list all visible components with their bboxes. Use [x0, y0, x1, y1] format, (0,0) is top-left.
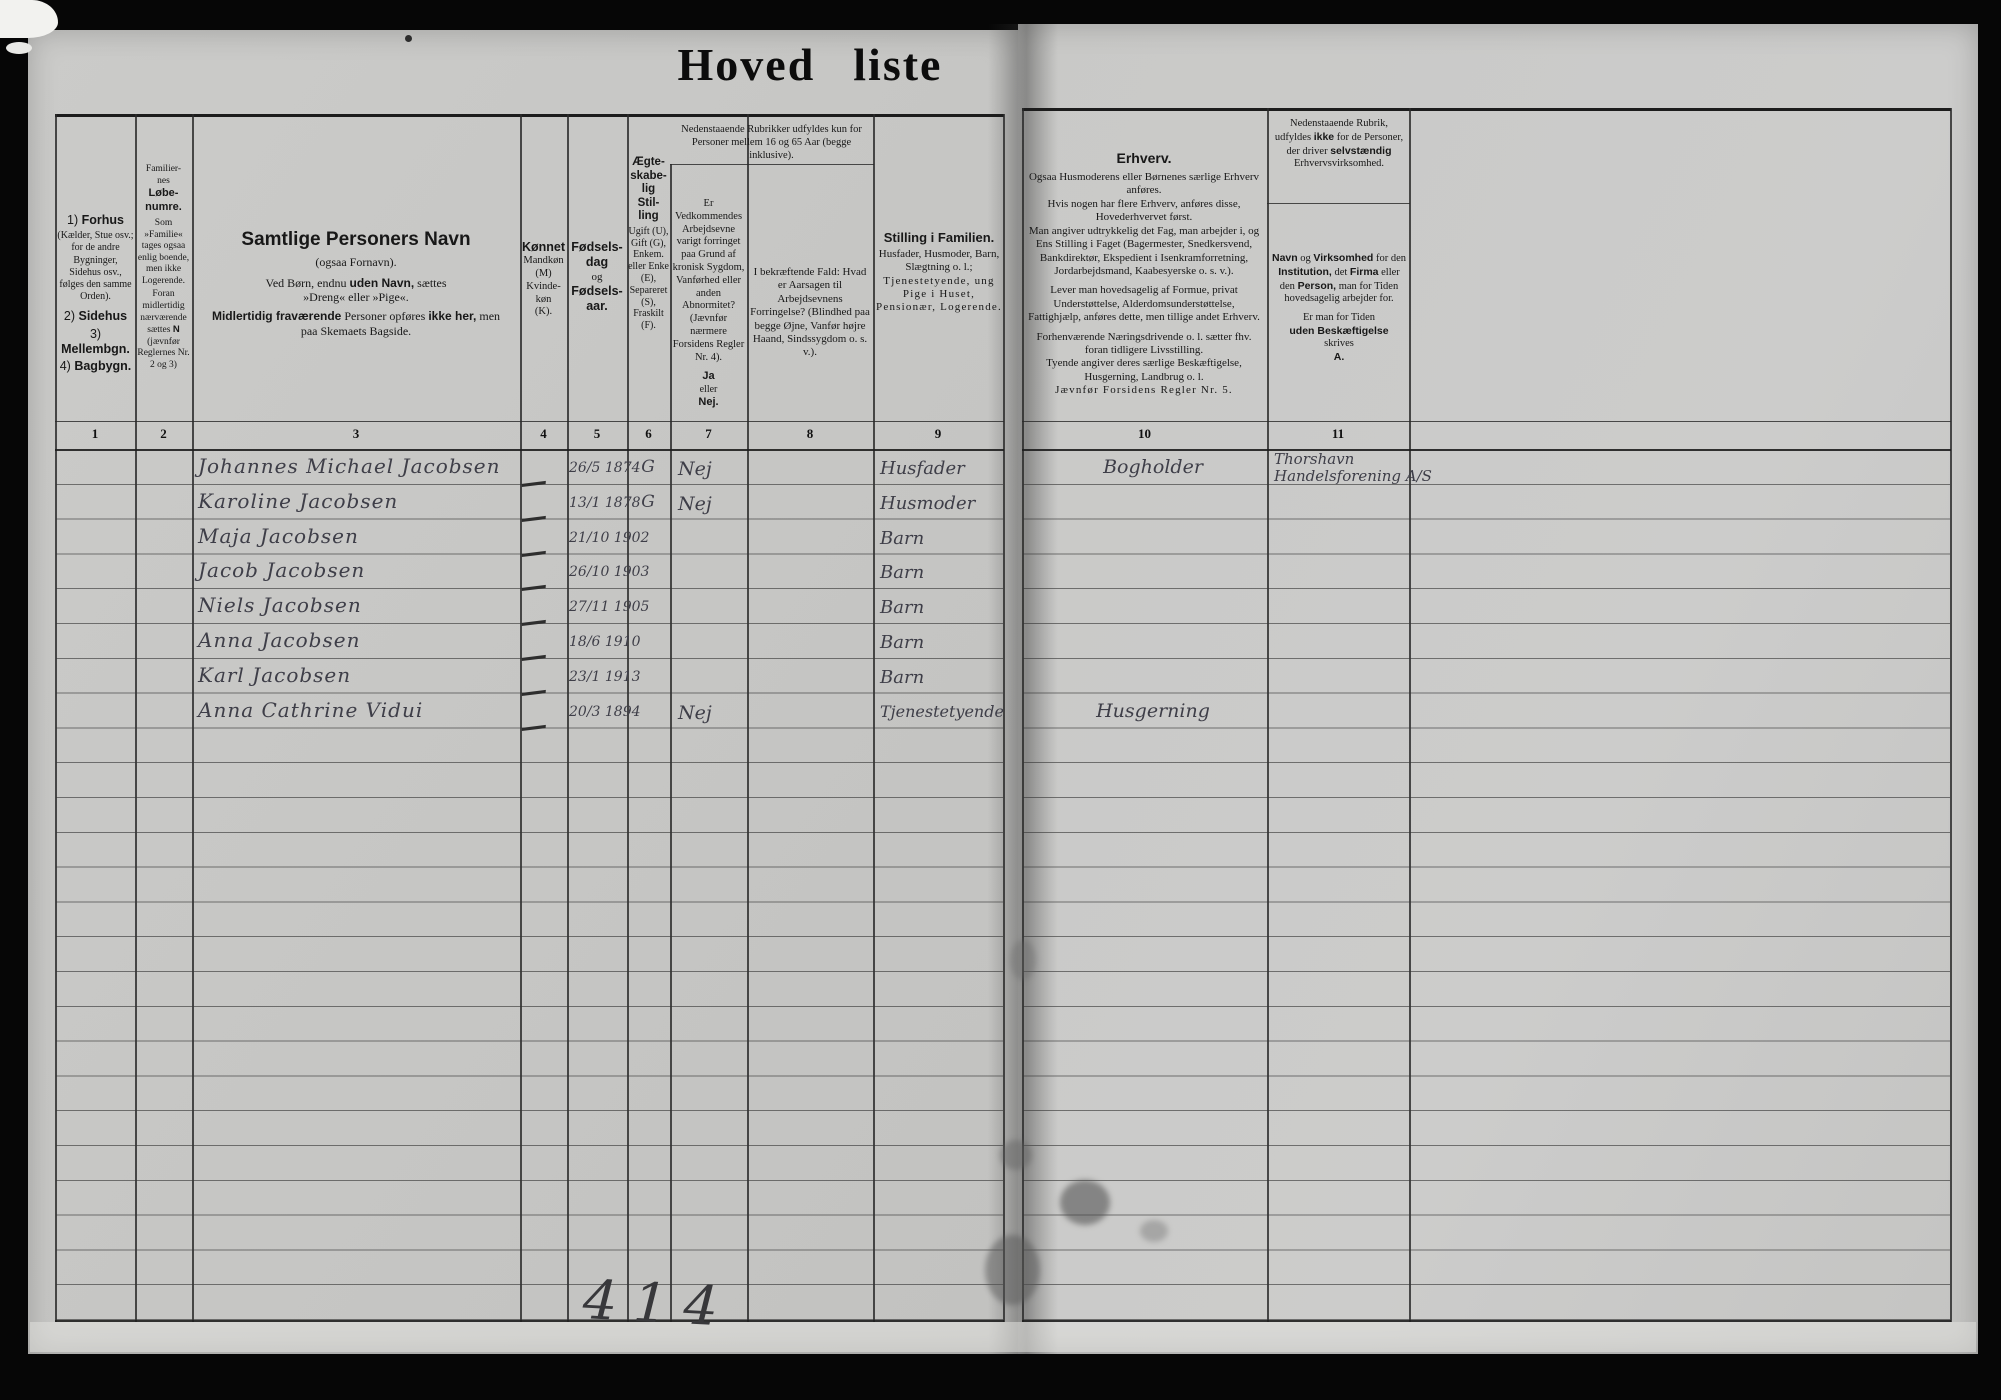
scan-speck — [405, 35, 412, 42]
cell-name: Anna Cathrine Vidui — [198, 698, 424, 722]
cell-family-position: Barn — [880, 528, 925, 549]
cell-family-position: Husmoder — [880, 493, 976, 514]
cell-birthdate: 20/3 1894 — [569, 704, 641, 720]
header-col2-family-number: Familier- nes Løbe- numre. Som »Familie«… — [137, 164, 190, 370]
cell-occupation: Bogholder — [1103, 456, 1203, 478]
cell-family-position: Barn — [880, 597, 925, 618]
header-col4-sex: Kønnet Mandkøn (M) Kvinde- køn (K). — [521, 240, 566, 318]
cell-name: Karoline Jacobsen — [198, 489, 399, 513]
column-number: 10 — [1138, 426, 1151, 441]
header-note-age-range: Nedenstaaende Rubrikker udfyldes kun for… — [681, 124, 862, 161]
cell-impaired: Nej — [678, 702, 712, 724]
pencil-page-number: 414 — [581, 1268, 736, 1339]
cell-name: Karl Jacobsen — [198, 663, 352, 687]
cell-birthdate: 13/1 1878 — [569, 495, 641, 511]
cell-name: Niels Jacobsen — [198, 593, 362, 617]
cell-family-position: Husfader — [880, 458, 965, 479]
cell-birthdate: 23/1 1913 — [569, 669, 641, 685]
column-number: 11 — [1331, 426, 1345, 441]
cell-birthdate: 21/10 1902 — [569, 530, 650, 546]
stain — [1000, 1140, 1032, 1170]
table-row: Karl Jacobsen — 23/1 1913 Barn — [0, 662, 2001, 709]
header-col6-marital-status: Ægte- skabe- lig Stil- ling Ugift (U), G… — [628, 156, 669, 332]
stain — [985, 1235, 1040, 1305]
header-col11-note: Nedenstaaende Rubrik, udfyldes ikke for … — [1274, 118, 1404, 170]
table-row: Niels Jacobsen — 27/11 1905 Barn — [0, 592, 2001, 639]
cell-name: Jacob Jacobsen — [198, 558, 366, 582]
table-row: Anna Cathrine Vidui — 20/3 1894 Nej Tjen… — [0, 697, 2001, 744]
cell-family-position: Tjenestetyende — [880, 702, 1004, 721]
header-col5-birthdate: Fødsels- dag og Fødsels- aar. — [571, 240, 623, 314]
column-number: 6 — [645, 426, 652, 441]
page-title: Hoved liste — [620, 38, 1000, 91]
cell-name: Maja Jacobsen — [198, 524, 359, 548]
header-col10-occupation: Erhverv. Ogsaa Husmoderens eller Børnene… — [1028, 150, 1260, 397]
title-part-2: liste — [853, 39, 943, 90]
table-row: Jacob Jacobsen — 26/10 1903 Barn — [0, 557, 2001, 604]
column-number: 5 — [593, 426, 601, 441]
cell-marital-status: G — [641, 457, 655, 477]
table-row: Maja Jacobsen — 21/10 1902 Barn — [0, 523, 2001, 570]
scan-speck — [0, 0, 58, 38]
table-row: Anna Jacobsen — 18/6 1910 Barn — [0, 627, 2001, 674]
header-col9-family-position: Stilling i Familien. Husfader, Husmoder,… — [876, 230, 1002, 314]
table-row: Karoline Jacobsen — 13/1 1878 G Nej Husm… — [0, 488, 2001, 535]
cell-birthdate: 26/10 1903 — [569, 564, 650, 580]
cell-sex-mark: — — [518, 709, 549, 744]
scan-speck — [6, 42, 32, 54]
column-number: 3 — [352, 426, 360, 441]
column-number: 1 — [91, 426, 99, 441]
header-col11-employer: Navn og Virksomhed for den Institution, … — [1271, 252, 1406, 363]
header-col3-names: Samtlige Personers Navn (ogsaa Fornavn).… — [211, 229, 501, 338]
cell-family-position: Barn — [880, 562, 925, 583]
cell-occupation: Husgerning — [1096, 700, 1210, 722]
cell-impaired: Nej — [678, 493, 712, 515]
cell-name: Anna Jacobsen — [198, 628, 361, 652]
column-number: 2 — [160, 426, 167, 441]
cell-family-position: Barn — [880, 667, 925, 688]
column-number: 8 — [806, 426, 814, 441]
column-number: 7 — [705, 426, 712, 441]
stain — [1010, 940, 1036, 980]
column-number: 9 — [934, 426, 942, 441]
cell-family-position: Barn — [880, 632, 925, 653]
stain — [1140, 1220, 1168, 1242]
cell-birthdate: 26/5 1874 — [569, 460, 641, 476]
page-bottom-edge — [30, 1322, 1976, 1352]
stain — [1060, 1180, 1110, 1225]
header-col8-impairment-cause: I bekræftende Fald: Hvad er Aarsagen til… — [750, 266, 870, 359]
title-part-1: Hoved — [677, 39, 816, 90]
header-col7-work-ability: Er Vedkommendes Arbejdsevne varigt forri… — [672, 198, 745, 408]
column-number: 4 — [540, 426, 547, 441]
cell-marital-status: G — [641, 492, 655, 512]
cell-employer: Thorshavn Handelsforening A/S — [1274, 450, 1432, 485]
cell-birthdate: 18/6 1910 — [569, 634, 641, 650]
cell-name: Johannes Michael Jacobsen — [198, 454, 501, 478]
header-col1-building: 1) Forhus (Kælder, Stue osv.; for de and… — [57, 213, 134, 374]
cell-birthdate: 27/11 1905 — [569, 599, 650, 615]
cell-impaired: Nej — [678, 458, 712, 480]
table-row: Johannes Michael Jacobsen — 26/5 1874 G … — [0, 450, 2001, 500]
